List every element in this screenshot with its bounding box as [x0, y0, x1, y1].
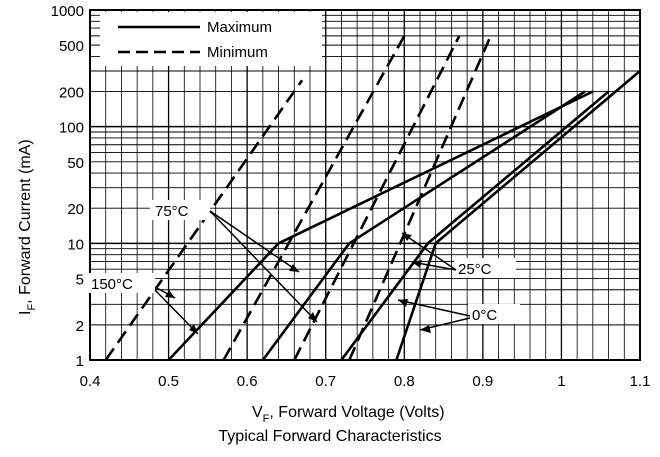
- y-tick-label: 2: [76, 318, 84, 335]
- ticks: 0.4 0.5 0.6 0.7 0.8 0.9 1 1.1 1 2 5 10 20 50 100 200 500…: [51, 3, 651, 390]
- chart-svg: Maximum Minimum 0.4 0.5 0.6 0.7 0.8 0.9 1 1.1 1 2…: [17, 3, 651, 425]
- curve-dashed-0c: [348, 35, 492, 361]
- annotation-0c-bg: [468, 304, 520, 324]
- x-tick-label: 1.1: [630, 373, 651, 390]
- y-tick-label: 50: [67, 155, 84, 172]
- annotation-75c-bg: [150, 200, 210, 220]
- y-tick-label: 100: [59, 120, 84, 137]
- x-tick-label: 0.5: [158, 373, 179, 390]
- y-tick-label: 1000: [51, 3, 84, 20]
- y-tick-label: 1: [76, 353, 84, 370]
- arrowhead-150c-b: [189, 324, 198, 334]
- arrowhead-75c-a: [289, 264, 299, 272]
- arrowhead-0c-a: [398, 299, 408, 307]
- arrowhead-25c-b: [412, 260, 422, 268]
- y-axis-label: IF, Forward Current (mA): [17, 139, 38, 315]
- curve-solid-150c: [167, 90, 594, 361]
- curve-dashed-25c: [293, 35, 461, 361]
- arrowhead-150c-a: [165, 290, 175, 298]
- x-axis-label: VF, Forward Voltage (Volts): [252, 404, 445, 425]
- annotation-25c: 25°C: [458, 261, 492, 278]
- arrowhead-0c-b: [420, 325, 431, 333]
- arrowhead-25c-a: [402, 233, 412, 241]
- arrow-150c-b: [154, 289, 199, 335]
- chart-title: Typical Forward Characteristics: [218, 428, 442, 445]
- legend-label-maximum: Maximum: [207, 19, 272, 36]
- y-tick-label: 5: [76, 271, 84, 288]
- arrow-75c-b: [209, 210, 318, 323]
- annotation-75c: 75°C: [155, 203, 189, 220]
- annotation-0c: 0°C: [472, 307, 497, 324]
- arrowhead-75c-b: [308, 312, 317, 322]
- annotations: 75°C 150°C 25°C 0°C: [88, 200, 520, 335]
- arrow-0c-a: [397, 299, 471, 317]
- x-tick-label: 0.8: [394, 373, 415, 390]
- x-tick-label: 0.6: [237, 373, 258, 390]
- curve-solid-0c: [395, 70, 641, 361]
- plot-border: [89, 9, 641, 361]
- legend: Maximum Minimum: [100, 12, 322, 66]
- arrow-75c-a: [209, 210, 300, 273]
- annotation-25c-bg: [454, 258, 516, 278]
- y-tick-label: 20: [67, 201, 84, 218]
- arrow-25c-a: [401, 232, 457, 271]
- legend-label-minimum: Minimum: [207, 44, 268, 61]
- x-tick-label: 0.7: [315, 373, 336, 390]
- x-tick-label: 0.9: [472, 373, 493, 390]
- annotation-150c-bg: [88, 273, 155, 293]
- legend-box: [100, 12, 322, 66]
- curves: [104, 35, 641, 361]
- annotation-150c: 150°C: [91, 276, 133, 293]
- x-tick-label: 1: [557, 373, 565, 390]
- curve-solid-75c: [261, 90, 586, 361]
- plot-frame: [89, 9, 641, 361]
- x-tick-label: 0.4: [80, 373, 101, 390]
- curve-dashed-150c: [104, 79, 304, 361]
- y-tick-label: 10: [67, 236, 84, 253]
- curve-solid-25c: [340, 90, 610, 361]
- y-tick-label: 200: [59, 85, 84, 102]
- y-tick-label: 500: [59, 38, 84, 55]
